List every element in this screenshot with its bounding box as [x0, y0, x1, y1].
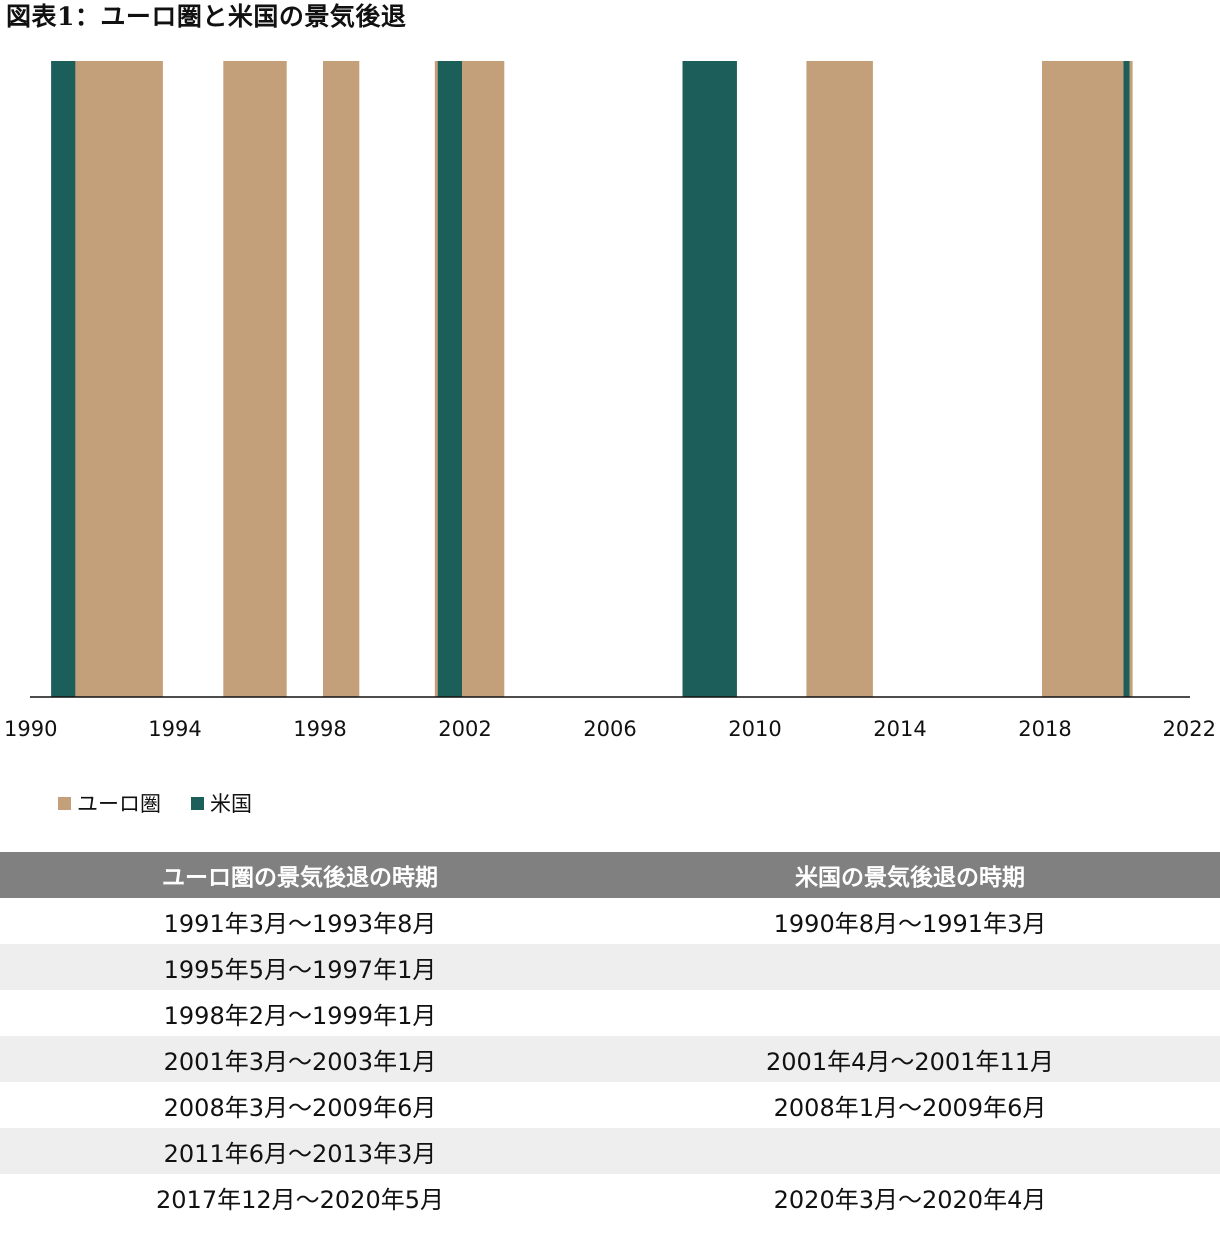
- x-axis-ticks: 1990 1994 1998 2002 2006 2010 2014 2018 2022: [4, 717, 1216, 741]
- table-row: 2017年12月～2020年5月 2020年3月～2020年4月: [0, 1174, 1220, 1220]
- us-recession-bar-3: [682, 61, 737, 697]
- x-tick-label-1994: 1994: [148, 717, 201, 741]
- legend-item-us: 米国: [191, 788, 252, 818]
- euro-recession-bar-2: [223, 61, 287, 697]
- x-tick-label-2010: 2010: [728, 717, 781, 741]
- x-tick-label-2014: 2014: [873, 717, 926, 741]
- euro-period-cell: 1995年5月～1997年1月: [0, 944, 600, 990]
- euro-period-cell: 2001年3月～2003年1月: [0, 1036, 600, 1082]
- table-row: 2011年6月～2013年3月: [0, 1128, 1220, 1174]
- recession-periods-table: ユーロ圏の景気後退の時期 米国の景気後退の時期 1991年3月～1993年8月 …: [0, 852, 1220, 1220]
- us-recession-bar-1: [51, 61, 76, 697]
- x-tick-label-2006: 2006: [583, 717, 636, 741]
- header-euro-periods: ユーロ圏の景気後退の時期: [0, 852, 600, 898]
- table-row: 2001年3月～2003年1月 2001年4月～2001年11月: [0, 1036, 1220, 1082]
- us-period-cell: [600, 1128, 1220, 1174]
- euro-recession-bars: [72, 61, 1133, 697]
- recession-chart: 1990 1994 1998 2002 2006 2010 2014 2018 2022: [4, 61, 1216, 741]
- x-tick-label-1990: 1990: [4, 717, 57, 741]
- us-period-cell: 2020年3月～2020年4月: [773, 1185, 1047, 1214]
- euro-period-cell: 2008年3月～2009年6月: [163, 1093, 437, 1122]
- x-tick-label-2022: 2022: [1163, 717, 1216, 741]
- legend-label-euro: ユーロ圏: [77, 792, 161, 816]
- euro-recession-bar-3: [323, 61, 360, 697]
- us-recession-bar-4: [1123, 61, 1130, 697]
- chart-title: 図表1：ユーロ圏と米国の景気後退: [6, 2, 407, 31]
- euro-period-cell: 1991年3月～1993年8月: [163, 909, 437, 938]
- us-recession-bar-2: [437, 61, 462, 697]
- legend: ユーロ圏 米国: [58, 788, 282, 818]
- us-period-cell: [600, 990, 1220, 1036]
- euro-period-cell: 2011年6月～2013年3月: [0, 1128, 600, 1174]
- x-tick-label-2002: 2002: [438, 717, 491, 741]
- x-tick-label-1998: 1998: [293, 717, 346, 741]
- table-header-row: ユーロ圏の景気後退の時期 米国の景気後退の時期: [0, 852, 1220, 898]
- us-period-cell: 1990年8月～1991年3月: [773, 909, 1047, 938]
- euro-recession-bar-7: [1042, 61, 1133, 697]
- legend-swatch-us: [191, 796, 204, 810]
- euro-period-cell: 2017年12月～2020年5月: [156, 1185, 444, 1214]
- x-tick-label-2018: 2018: [1018, 717, 1071, 741]
- table-row: 1991年3月～1993年8月 1990年8月～1991年3月: [0, 898, 1220, 944]
- us-period-cell: [600, 944, 1220, 990]
- table-row: 2008年3月～2009年6月 2008年1月～2009年6月: [0, 1082, 1220, 1128]
- legend-swatch-euro: [58, 796, 71, 810]
- us-recession-bars: [51, 61, 1130, 697]
- us-period-cell: 2008年1月～2009年6月: [773, 1093, 1047, 1122]
- euro-recession-bar-6: [806, 61, 873, 697]
- legend-label-us: 米国: [210, 792, 252, 816]
- table-row: 1995年5月～1997年1月: [0, 944, 1220, 990]
- us-period-cell: 2001年4月～2001年11月: [600, 1036, 1220, 1082]
- legend-item-euro: ユーロ圏: [58, 788, 161, 818]
- euro-period-cell: 1998年2月～1999年1月: [163, 1001, 437, 1030]
- header-us-periods: 米国の景気後退の時期: [600, 852, 1220, 898]
- table-row: 1998年2月～1999年1月: [0, 990, 1220, 1036]
- euro-recession-bar-1: [72, 61, 163, 697]
